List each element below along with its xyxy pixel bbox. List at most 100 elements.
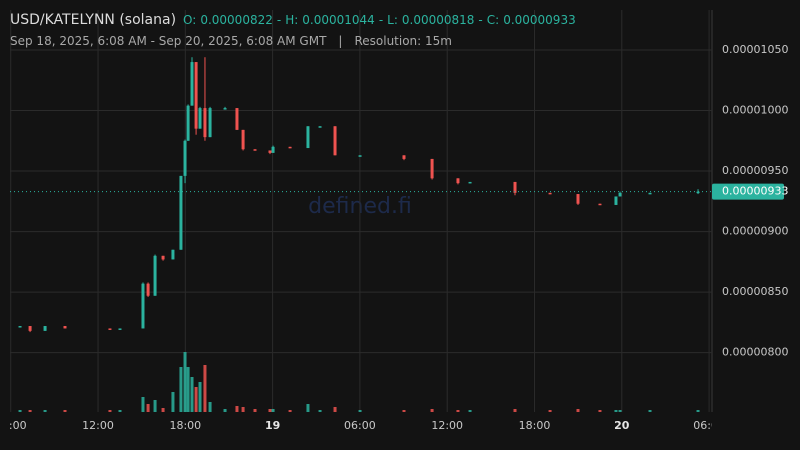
candle-body	[190, 62, 194, 106]
candle-body	[161, 255, 165, 260]
volume-bar	[513, 409, 517, 412]
volume-bar	[306, 404, 310, 412]
ohlc-value: 0.00000822	[200, 13, 273, 27]
candle-body	[118, 328, 122, 330]
candle-body	[146, 283, 150, 296]
separator: -	[379, 13, 383, 27]
y-tick-label: 0.00000850	[722, 285, 788, 298]
y-tick-label: 0.00001000	[722, 104, 788, 117]
candle-body	[208, 108, 212, 138]
x-tick-label: 18:00	[169, 419, 201, 432]
candle-body	[28, 326, 32, 331]
candle-body	[696, 191, 700, 194]
volume-bar	[333, 407, 337, 412]
y-tick-label: 0.00000900	[722, 225, 788, 238]
ohlc-key: H:	[285, 13, 298, 27]
candle-body	[271, 146, 275, 153]
separator: -	[478, 13, 482, 27]
candle-body	[253, 149, 257, 151]
volume-bar	[179, 367, 183, 412]
candle-body	[43, 326, 47, 331]
candle-body	[179, 175, 183, 250]
volume-bar	[118, 410, 122, 412]
volume-bar	[198, 382, 202, 412]
candle-body	[598, 203, 602, 206]
volume-bar	[614, 410, 618, 412]
volume-bar	[268, 409, 272, 412]
candle-body	[18, 326, 22, 328]
x-tick-label: 20	[614, 419, 630, 432]
volume-bar	[456, 410, 460, 412]
ohlc-key: L:	[387, 13, 398, 27]
volume-bar	[183, 352, 187, 412]
date-range: Sep 18, 2025, 6:08 AM - Sep 20, 2025, 6:…	[10, 34, 327, 48]
candle-body	[576, 194, 580, 204]
x-tick-label: 12:00	[82, 419, 114, 432]
volume-bar	[468, 410, 472, 412]
volume-bar	[241, 407, 245, 412]
candle-body	[288, 146, 292, 149]
volume-bar	[153, 400, 157, 412]
candle-body	[513, 181, 517, 193]
candle-body	[548, 192, 552, 195]
volume-bar	[28, 410, 32, 412]
volume-bar	[194, 387, 198, 412]
volume-bar	[108, 410, 112, 412]
volume-bar	[271, 409, 275, 412]
divider: |	[338, 34, 342, 48]
x-tick-label: 12:00	[431, 419, 463, 432]
candle-body	[614, 196, 618, 205]
volume-bar	[648, 410, 652, 412]
candle-body	[183, 140, 187, 176]
volume-bar	[548, 410, 552, 412]
volume-bar	[171, 392, 175, 412]
volume-bar	[576, 409, 580, 412]
ohlc-value: 0.00000818	[402, 13, 475, 27]
candle-body	[430, 158, 434, 179]
candle-body	[358, 155, 362, 157]
volume-bar	[618, 410, 622, 412]
y-tick-label: 0.00000950	[722, 164, 788, 177]
candle-body	[618, 192, 622, 197]
y-tick-label: 0.00001050	[722, 43, 788, 56]
candle-body	[333, 126, 337, 156]
candle-body	[171, 249, 175, 260]
volume-bar	[696, 410, 700, 412]
volume-bar	[235, 406, 239, 412]
x-tick-label: 06:00	[344, 419, 376, 432]
header: USD/KATELYNN (solana) O: 0.00000822- H: 0.00…	[10, 12, 576, 28]
volume-bar	[141, 397, 145, 412]
volume-bar	[186, 367, 190, 412]
volume-bar	[223, 409, 227, 412]
volume-bar	[402, 410, 406, 412]
last-price-box	[712, 183, 784, 200]
ohlc-value: 0.00001044	[302, 13, 375, 27]
volume-bar	[18, 410, 22, 412]
subtitle: Sep 18, 2025, 6:08 AM - Sep 20, 2025, 6:…	[10, 34, 452, 48]
volume-bar	[43, 410, 47, 412]
x-tick-label: 18:00	[519, 419, 551, 432]
candle-body	[203, 108, 207, 138]
candle-body	[63, 326, 67, 329]
volume-bar	[146, 404, 150, 412]
ohlc-key: C:	[487, 13, 499, 27]
plot: 06:00 12:00 18:00 19 06:00 12:00 18:00 20 06:00	[10, 57, 725, 432]
ohlc-value: 0.00000933	[503, 13, 576, 27]
candle-body	[153, 255, 157, 296]
grid	[10, 10, 712, 412]
volume-bar	[208, 402, 212, 412]
volume-bar	[430, 409, 434, 412]
volume-bar	[63, 410, 67, 412]
candle-body	[141, 283, 145, 329]
candle-body	[648, 192, 652, 195]
y-tick-label: 0.00000800	[722, 346, 788, 359]
volume-bar	[253, 409, 257, 412]
x-tick-label: 06:00	[693, 419, 725, 432]
candle-body	[306, 126, 310, 149]
volume-bar	[161, 408, 165, 412]
volume-bar	[598, 410, 602, 412]
candle-body	[241, 129, 245, 150]
candle-body	[198, 108, 202, 129]
